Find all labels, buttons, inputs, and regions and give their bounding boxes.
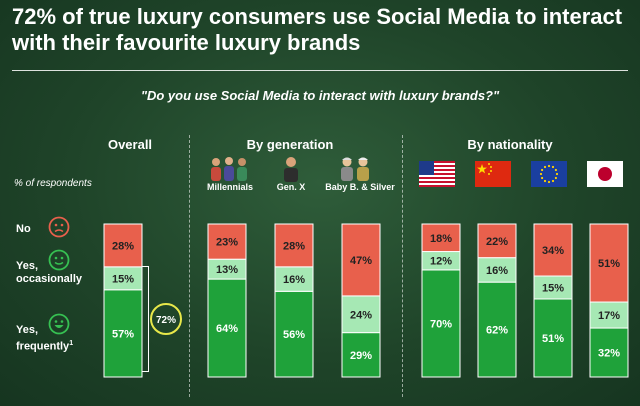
label-china-frequently: 62% bbox=[486, 325, 508, 337]
bar-us-frequently bbox=[421, 269, 461, 378]
respondents-label: % of respondents bbox=[14, 178, 92, 189]
bar-overall-no bbox=[103, 223, 143, 268]
eu-flag-icon bbox=[531, 161, 567, 187]
label-overall-occasionally: 15% bbox=[112, 273, 134, 285]
section-overall: Overall bbox=[107, 137, 153, 152]
label-us-frequently: 70% bbox=[430, 318, 452, 330]
label-us-occasionally: 12% bbox=[430, 256, 452, 268]
bar-japan-occasionally bbox=[589, 301, 629, 329]
label-us-no: 18% bbox=[430, 233, 452, 245]
millennials-people-icon bbox=[211, 157, 247, 181]
row-label-occasionally-line1: Yes, bbox=[16, 260, 39, 272]
label-gen-x-no: 28% bbox=[283, 240, 305, 252]
label-overall-frequently: 57% bbox=[112, 328, 134, 340]
bar-overall-frequently bbox=[103, 289, 143, 378]
bar-eu-no bbox=[533, 223, 573, 277]
label-gen-x-frequently: 56% bbox=[283, 329, 305, 341]
label-eu-occasionally: 15% bbox=[542, 282, 564, 294]
section-nationality: By nationality bbox=[467, 137, 553, 152]
footnote-marker: 1 bbox=[69, 340, 74, 347]
baby-boomer-people-icon bbox=[341, 157, 369, 181]
title-rule bbox=[12, 70, 628, 71]
row-label-no: No bbox=[16, 223, 31, 235]
label-baby-b-silver-frequently: 29% bbox=[350, 350, 372, 362]
divider-nationality bbox=[402, 135, 403, 397]
label-baby-boomers: Baby B. & Silver bbox=[325, 182, 395, 192]
japan-flag-icon bbox=[587, 161, 623, 187]
label-millennials-no: 23% bbox=[216, 237, 238, 249]
section-generation: By generation bbox=[246, 137, 334, 152]
us-flag-icon bbox=[419, 161, 455, 187]
smile-face-icon bbox=[48, 249, 70, 271]
label-eu-no: 34% bbox=[542, 245, 564, 257]
label-china-no: 22% bbox=[486, 236, 508, 248]
bar-gen-x-no bbox=[274, 223, 314, 268]
row-label-frequently-line2: frequently bbox=[16, 340, 70, 353]
sad-face-icon bbox=[48, 216, 70, 238]
bar-baby-b-silver-no bbox=[341, 223, 381, 297]
total-badge: 72% bbox=[150, 303, 182, 335]
row-label-occasionally-line2: occasionally bbox=[16, 273, 83, 285]
label-overall-no: 28% bbox=[112, 240, 134, 252]
row-label-frequently: Yes, frequently1 bbox=[16, 324, 73, 354]
divider-generation bbox=[189, 135, 190, 397]
label-gen-x-occasionally: 16% bbox=[283, 274, 305, 286]
label-japan-occasionally: 17% bbox=[598, 310, 620, 322]
genx-person-icon bbox=[284, 157, 298, 182]
row-label-occasionally: Yes, occasionally bbox=[16, 260, 82, 286]
bar-us-no bbox=[421, 223, 461, 253]
label-china-occasionally: 16% bbox=[486, 265, 508, 277]
bar-baby-b-silver-frequently bbox=[341, 332, 381, 378]
bar-china-occasionally bbox=[477, 257, 517, 283]
label-genx: Gen. X bbox=[276, 182, 306, 192]
label-japan-frequently: 32% bbox=[598, 348, 620, 360]
big-smile-face-icon bbox=[48, 313, 70, 335]
bar-eu-frequently bbox=[533, 298, 573, 378]
survey-question: "Do you use Social Media to interact wit… bbox=[140, 88, 500, 103]
bar-millennials-no bbox=[207, 223, 247, 260]
label-japan-no: 51% bbox=[598, 258, 620, 270]
china-flag-icon bbox=[475, 161, 511, 187]
label-baby-b-silver-no: 47% bbox=[350, 255, 372, 267]
label-eu-frequently: 51% bbox=[542, 333, 564, 345]
total-badge-text: 72% bbox=[156, 315, 176, 326]
bar-china-no bbox=[477, 223, 517, 259]
label-millennials-frequently: 64% bbox=[216, 323, 238, 335]
total-bracket bbox=[140, 266, 149, 372]
label-baby-b-silver-occasionally: 24% bbox=[350, 309, 372, 321]
label-millennials: Millennials bbox=[206, 182, 253, 192]
row-label-frequently-line1: Yes, bbox=[16, 324, 39, 336]
bar-japan-frequently bbox=[589, 327, 629, 378]
chart-title: 72% of true luxury consumers use Social … bbox=[12, 4, 623, 55]
label-millennials-occasionally: 13% bbox=[216, 264, 238, 276]
bar-china-frequently bbox=[477, 281, 517, 378]
bar-japan-no bbox=[589, 223, 629, 303]
